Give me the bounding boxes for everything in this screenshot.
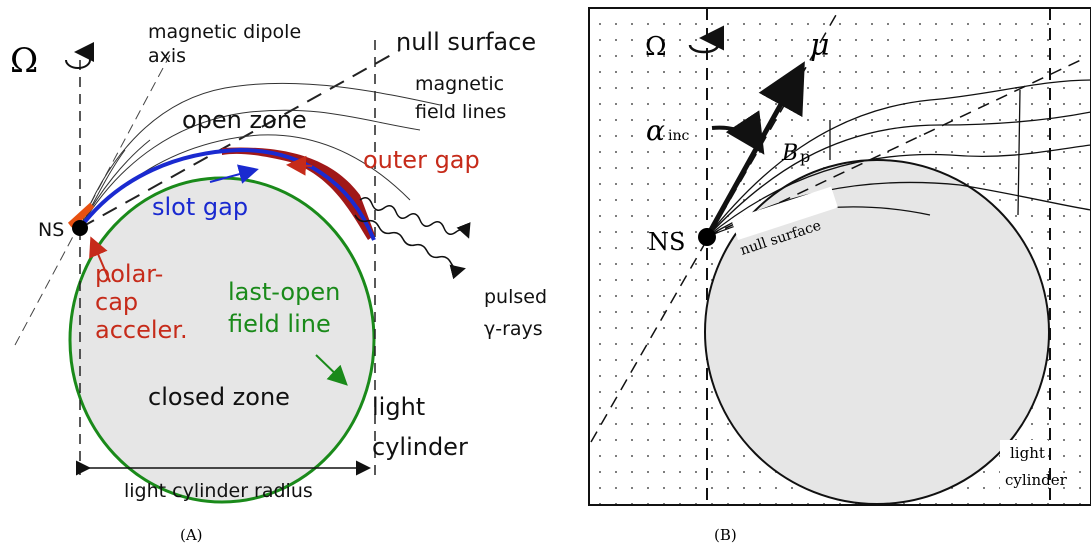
label: light	[1010, 444, 1045, 462]
alpha: α	[646, 114, 665, 147]
label: field line	[228, 310, 331, 338]
panel-a: Ω magnetic dipole axis null surface magn…	[10, 21, 547, 544]
bp: B	[781, 141, 798, 166]
label: light cylinder radius	[124, 480, 313, 502]
caption: (A)	[180, 526, 203, 544]
ns-dot	[72, 220, 88, 236]
arrow	[290, 165, 312, 166]
label: cylinder	[372, 433, 468, 461]
label: null surface	[396, 28, 536, 56]
label: cap	[95, 288, 138, 316]
label: NS	[38, 219, 64, 241]
label: last-open	[228, 278, 340, 306]
mu: μ	[810, 28, 830, 63]
label: magnetic dipole	[148, 21, 301, 43]
panel-b: Ω μ α inc B p NS null surface light cyli…	[589, 8, 1091, 544]
label: cylinder	[1005, 471, 1068, 489]
label: acceler.	[95, 316, 188, 344]
figure: Ω magnetic dipole axis null surface magn…	[0, 0, 1091, 547]
gamma-ray	[360, 198, 468, 236]
label: γ-rays	[484, 318, 543, 340]
ns-dot	[698, 228, 716, 246]
alpha-sub: inc	[668, 128, 689, 144]
label: axis	[148, 45, 186, 67]
label: NS	[648, 228, 685, 256]
bp-sub: p	[800, 147, 810, 166]
label: open zone	[182, 106, 307, 134]
label: magnetic	[415, 73, 504, 95]
rotation-icon	[66, 52, 90, 68]
omega: Ω	[645, 32, 667, 62]
label: light	[372, 393, 425, 421]
label: polar-	[95, 260, 163, 288]
label: field lines	[415, 101, 506, 123]
omega: Ω	[10, 41, 38, 81]
caption: (B)	[714, 526, 737, 544]
label: pulsed	[484, 286, 547, 308]
gamma-ray	[355, 215, 463, 269]
label: outer gap	[363, 146, 480, 174]
label: slot gap	[152, 193, 248, 221]
label: closed zone	[148, 383, 290, 411]
